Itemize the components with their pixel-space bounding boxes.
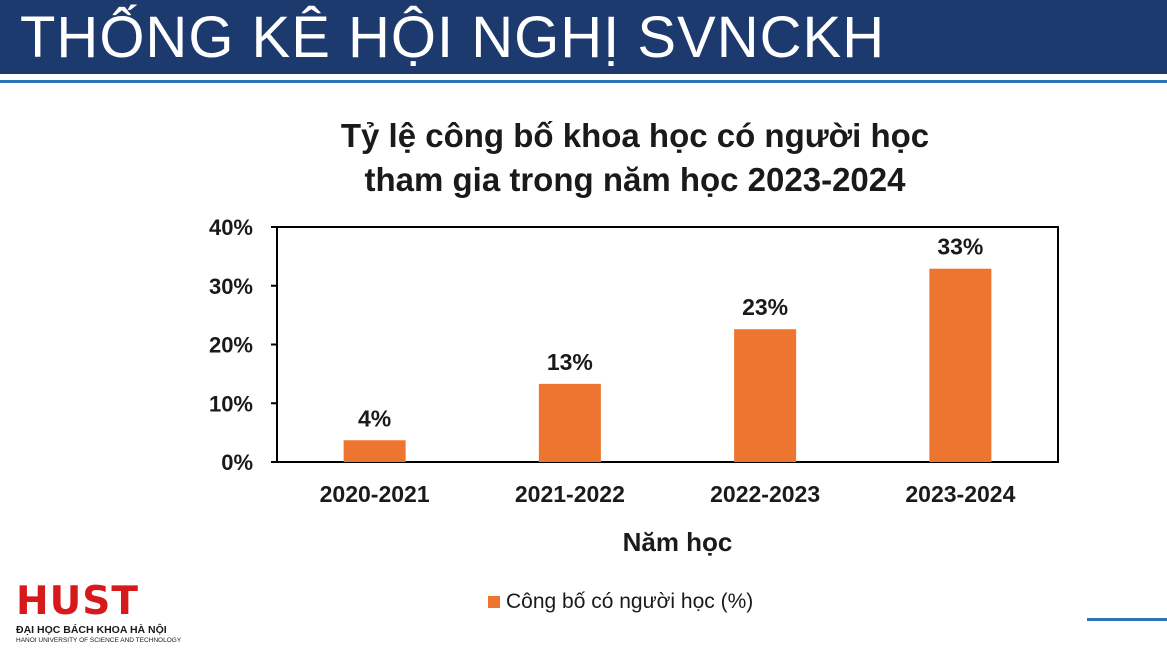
y-tick-label: 10% <box>209 391 253 416</box>
bar-chart: 0% 10% 20% 30% 40% 4% 2020-2021 13% 2021-2022 23%… <box>209 215 1059 557</box>
legend-label: Công bố có người học (%) <box>506 590 754 613</box>
y-tick-label: 40% <box>209 215 253 240</box>
data-label: 33% <box>937 234 983 260</box>
chart-title-line-2: tham gia trong năm học 2023-2024 <box>364 161 906 198</box>
header-bar: THỐNG KÊ HỘI NGHỊ SVNCKH <box>0 0 1167 74</box>
y-tick-label: 20% <box>209 333 253 358</box>
y-tick-label: 0% <box>221 450 253 475</box>
bar <box>343 440 406 462</box>
y-tick-label: 30% <box>209 274 253 299</box>
data-label: 13% <box>547 349 593 375</box>
logo-university-name-english: HANOI UNIVERSITY OF SCIENCE AND TECHNOLO… <box>16 637 182 644</box>
bar <box>929 268 992 462</box>
x-tick-label: 2021-2022 <box>515 481 625 507</box>
logo-wordmark: HUST <box>16 579 139 624</box>
chart-title-line-1: Tỷ lệ công bố khoa học có người học <box>340 117 930 154</box>
hust-logo: HUST ĐẠI HỌC BÁCH KHOA HÀ NỘI HANOI UNIV… <box>16 579 182 645</box>
chart-legend: Công bố có người học (%) <box>488 590 753 614</box>
bar <box>538 383 601 462</box>
data-label: 4% <box>358 405 391 431</box>
footer-accent-line <box>1087 618 1167 621</box>
x-tick-label: 2023-2024 <box>905 481 1015 507</box>
bar <box>734 329 797 462</box>
data-label: 23% <box>742 294 788 320</box>
page-title: THỐNG KÊ HỘI NGHỊ SVNCKH <box>20 5 886 70</box>
chart-title: Tỷ lệ công bố khoa học có người học tham… <box>235 114 1035 202</box>
logo-university-name: ĐẠI HỌC BÁCH KHOA HÀ NỘI <box>16 624 167 636</box>
x-tick-label: 2020-2021 <box>320 481 430 507</box>
legend-swatch <box>488 596 500 608</box>
x-tick-label: 2022-2023 <box>710 481 820 507</box>
x-axis-label: Năm học <box>623 527 733 557</box>
header-divider <box>0 80 1167 83</box>
